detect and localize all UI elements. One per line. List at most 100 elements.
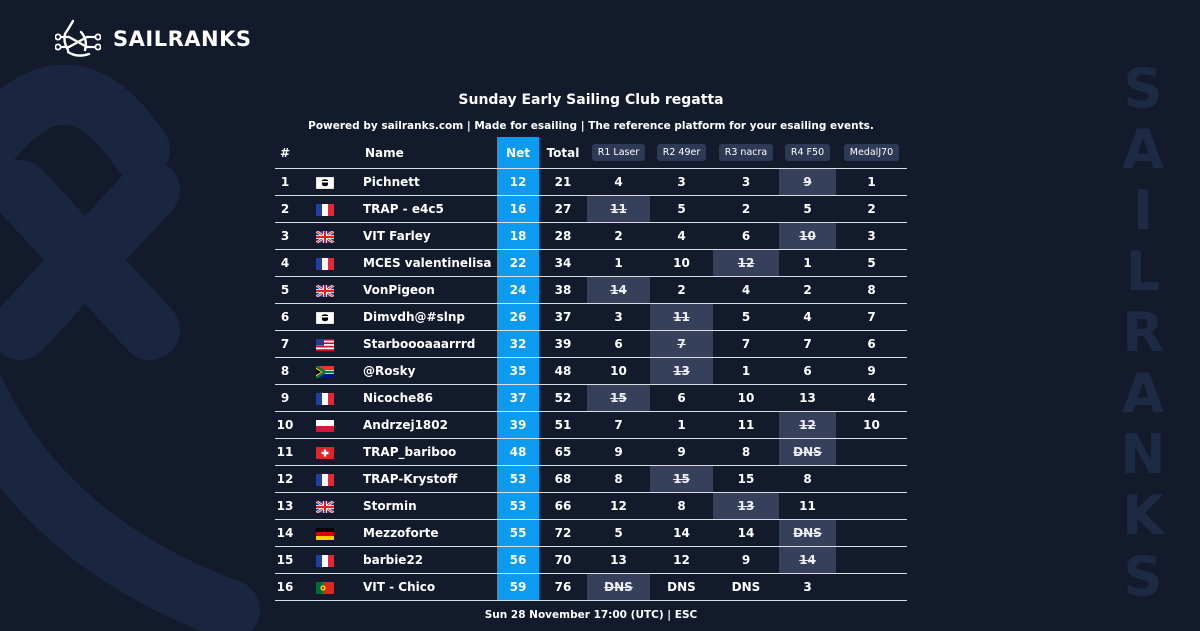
sailranks-logo[interactable]: SAILRANKS <box>55 18 251 60</box>
header-race-5[interactable]: MedalJ70 <box>836 137 907 169</box>
sailor-name[interactable]: Nicoche86 <box>345 384 497 412</box>
table-row[interactable]: 10 Andrzej1802 39 51 7 1 11 12 10 <box>275 411 907 439</box>
flag-gb-icon <box>316 284 334 297</box>
header-race-1[interactable]: R1 Laser <box>587 137 650 169</box>
race-badge-2: R2 49er <box>656 144 707 161</box>
flag-za-icon <box>316 365 334 378</box>
table-row[interactable]: 5 VonPigeon 24 38 14 2 4 2 8 <box>275 276 907 304</box>
net-score: 37 <box>497 384 539 412</box>
rank-cell: 15 <box>275 546 305 574</box>
table-row[interactable]: 9 Nicoche86 37 52 15 6 10 13 4 <box>275 384 907 412</box>
sailor-name[interactable]: TRAP_bariboo <box>345 438 497 466</box>
table-row[interactable]: 13 Stormin 53 66 12 8 13 11 <box>275 492 907 520</box>
table-row[interactable]: 11 TRAP_bariboo 48 65 9 9 8 DNS <box>275 438 907 466</box>
race-score <box>836 573 907 601</box>
table-row[interactable]: 14 Mezzoforte 55 72 5 14 14 DNS <box>275 519 907 547</box>
race-score: 4 <box>587 168 650 196</box>
dropped-race-score: 11 <box>587 195 650 223</box>
table-row[interactable]: 12 TRAP-Krystoff 53 68 8 15 15 8 <box>275 465 907 493</box>
sailor-name[interactable]: Stormin <box>345 492 497 520</box>
total-score: 51 <box>539 411 587 439</box>
total-score: 37 <box>539 303 587 331</box>
net-score: 32 <box>497 330 539 358</box>
flag-de-icon <box>316 527 334 540</box>
table-row[interactable]: 2 TRAP - e4c5 16 27 11 5 2 5 2 <box>275 195 907 223</box>
table-row[interactable]: 15 barbie22 56 70 13 12 9 14 <box>275 546 907 574</box>
dropped-race-score: 11 <box>650 303 713 331</box>
dropped-race-score: 7 <box>650 330 713 358</box>
race-score: 10 <box>713 384 779 412</box>
dropped-race-score: 12 <box>779 411 836 439</box>
discarded-score-value: 14 <box>799 553 816 567</box>
header-net[interactable]: Net <box>497 137 539 169</box>
sailor-name[interactable]: Mezzoforte <box>345 519 497 547</box>
net-score: 35 <box>497 357 539 385</box>
table-row[interactable]: 4 MCES valentinelisa 22 34 1 10 12 1 5 <box>275 249 907 277</box>
rank-cell: 13 <box>275 492 305 520</box>
header-race-4[interactable]: R4 F50 <box>779 137 836 169</box>
sailor-name[interactable]: Dimvdh@#slnp <box>345 303 497 331</box>
sailor-name[interactable]: MCES valentinelisa <box>345 249 497 277</box>
sailor-name[interactable]: VonPigeon <box>345 276 497 304</box>
sailor-name[interactable]: Starboooaaarrrd <box>345 330 497 358</box>
sailor-name[interactable]: @Rosky <box>345 357 497 385</box>
race-score: 1 <box>836 168 907 196</box>
race-badge-1: R1 Laser <box>591 144 646 161</box>
header-race-2[interactable]: R2 49er <box>650 137 713 169</box>
sailor-name[interactable]: VIT Farley <box>345 222 497 250</box>
flag-ch-icon <box>316 446 334 459</box>
header-flag <box>305 137 345 169</box>
total-score: 28 <box>539 222 587 250</box>
race-score: 2 <box>836 195 907 223</box>
race-score: 4 <box>779 303 836 331</box>
discarded-score-value: 14 <box>610 283 627 297</box>
rank-cell: 1 <box>275 168 305 196</box>
sailor-name[interactable]: TRAP-Krystoff <box>345 465 497 493</box>
total-score: 65 <box>539 438 587 466</box>
flag-cell <box>305 384 345 412</box>
table-row[interactable]: 3 VIT Farley 18 28 2 4 6 10 3 <box>275 222 907 250</box>
dropped-race-score: 14 <box>779 546 836 574</box>
flag-corsica-icon <box>316 311 334 324</box>
race-score: 2 <box>713 195 779 223</box>
race-badge-3: R3 nacra <box>718 144 774 161</box>
net-score: 26 <box>497 303 539 331</box>
flag-gb-icon <box>316 230 334 243</box>
race-score: 6 <box>779 357 836 385</box>
race-score: 6 <box>650 384 713 412</box>
race-score: 9 <box>587 438 650 466</box>
flag-pl-icon <box>316 419 334 432</box>
race-score: 7 <box>587 411 650 439</box>
results-table: # Name Net Total R1 Laser R2 49er R3 nac… <box>275 137 907 601</box>
net-score: 16 <box>497 195 539 223</box>
total-score: 66 <box>539 492 587 520</box>
dropped-race-score: 14 <box>587 276 650 304</box>
discarded-score-value: 13 <box>737 499 755 513</box>
sailranks-logo-icon <box>55 19 101 57</box>
header-total[interactable]: Total <box>539 137 587 169</box>
table-row[interactable]: 7 Starboooaaarrrd 32 39 6 7 7 7 6 <box>275 330 907 358</box>
header-race-3[interactable]: R3 nacra <box>713 137 779 169</box>
race-score: 11 <box>713 411 779 439</box>
dropped-race-score: 13 <box>650 357 713 385</box>
sailor-name[interactable]: Pichnett <box>345 168 497 196</box>
race-score: 4 <box>713 276 779 304</box>
header-rank[interactable]: # <box>275 137 305 169</box>
sailor-name[interactable]: Andrzej1802 <box>345 411 497 439</box>
header-name[interactable]: Name <box>345 137 497 169</box>
sailor-name[interactable]: VIT - Chico <box>345 573 497 601</box>
discarded-score-value: 7 <box>677 337 686 351</box>
race-score: 1 <box>587 249 650 277</box>
race-score: 9 <box>836 357 907 385</box>
race-score: 6 <box>713 222 779 250</box>
table-row[interactable]: 6 Dimvdh@#slnp 26 37 3 11 5 4 7 <box>275 303 907 331</box>
table-row[interactable]: 16 VIT - Chico 59 76 DNS DNS DNS 3 <box>275 573 907 601</box>
total-score: 52 <box>539 384 587 412</box>
sailor-name[interactable]: TRAP - e4c5 <box>345 195 497 223</box>
table-row[interactable]: 8 @Rosky 35 48 10 13 1 6 9 <box>275 357 907 385</box>
table-row[interactable]: 1 Pichnett 12 21 4 3 3 9 1 <box>275 168 907 196</box>
sailor-name[interactable]: barbie22 <box>345 546 497 574</box>
discarded-score-value: 11 <box>673 310 690 324</box>
net-score: 53 <box>497 492 539 520</box>
